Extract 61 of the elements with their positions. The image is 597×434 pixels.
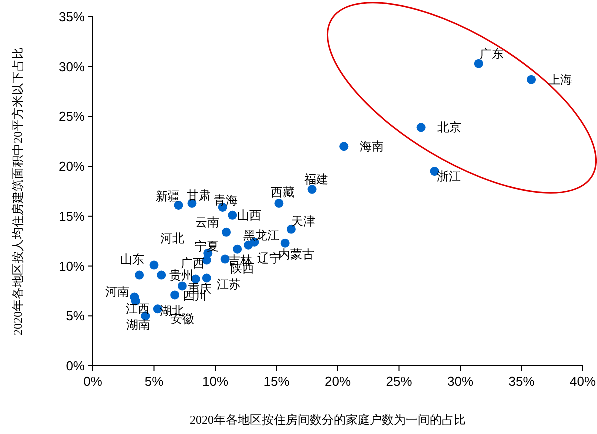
annotation: 甘肃 [187,188,212,202]
point [308,185,317,194]
y-tick-label: 0% [66,358,86,374]
y-tick-label: 10% [58,258,86,274]
annotation: 江苏 [216,277,241,292]
annotation: 广西 [180,256,205,270]
y-tick-label: 25% [58,109,86,124]
point [178,282,187,291]
x-axis-title: 2020年各地区按住房间数分的家庭户数为一间的占比 [190,413,466,427]
annotation: 黑龙江 [244,228,280,242]
x-tick-label: 35% [508,374,536,389]
y-tick-label: 30% [58,59,86,74]
x-tick-label: 15% [264,374,290,389]
annotation: 内蒙古 [278,247,314,262]
point [474,59,484,68]
point [244,240,254,250]
annotation: 青海 [214,193,238,208]
annotation: 山东 [120,252,145,266]
y-axis-title: 2020年各地区按人均住房建筑面积中20平方米以下占比 [11,48,25,336]
x-tick-label: 10% [202,374,229,389]
y-tick-label: 20% [58,159,86,174]
annotation: 河南 [106,285,130,300]
annotation: 上海 [548,72,573,87]
annotation: 湖南 [126,318,151,332]
annotation: 天津 [291,214,316,228]
point [222,228,232,237]
annotation: 江西 [126,302,150,316]
point [340,142,349,152]
x-tick-label: 20% [324,374,352,389]
x-tick-label: 5% [144,374,164,389]
y-tick-label: 5% [66,308,86,324]
annotation: 新疆 [156,189,180,204]
annotation: 宁夏 [195,239,220,254]
point [274,198,284,208]
point [416,123,426,132]
annotation: 福建 [304,172,328,187]
x-tick-label: 25% [386,374,413,389]
x-tick-label: 30% [447,374,474,389]
annotation: 贵州 [170,268,194,282]
annotation: 海南 [360,140,384,154]
x-tick-label: 0% [84,374,103,389]
annotation: 山西 [238,208,262,222]
annotation: 广东 [480,46,504,61]
y-tick-label: 15% [58,208,86,224]
point [170,290,180,300]
annotation: 西藏 [271,185,296,200]
annotation: 云南 [196,215,220,230]
x-tick-label: 40% [570,374,596,389]
point [233,244,242,254]
point [150,260,159,270]
annotation: 北京 [437,120,462,135]
point [280,238,290,248]
point [174,200,184,210]
annotation: 浙江 [436,170,461,184]
annotation: 河北 [160,231,184,246]
point [135,270,144,280]
point [228,210,238,220]
point [157,270,166,280]
point [202,274,212,283]
point [527,75,536,84]
y-tick-label: 35% [58,10,86,24]
